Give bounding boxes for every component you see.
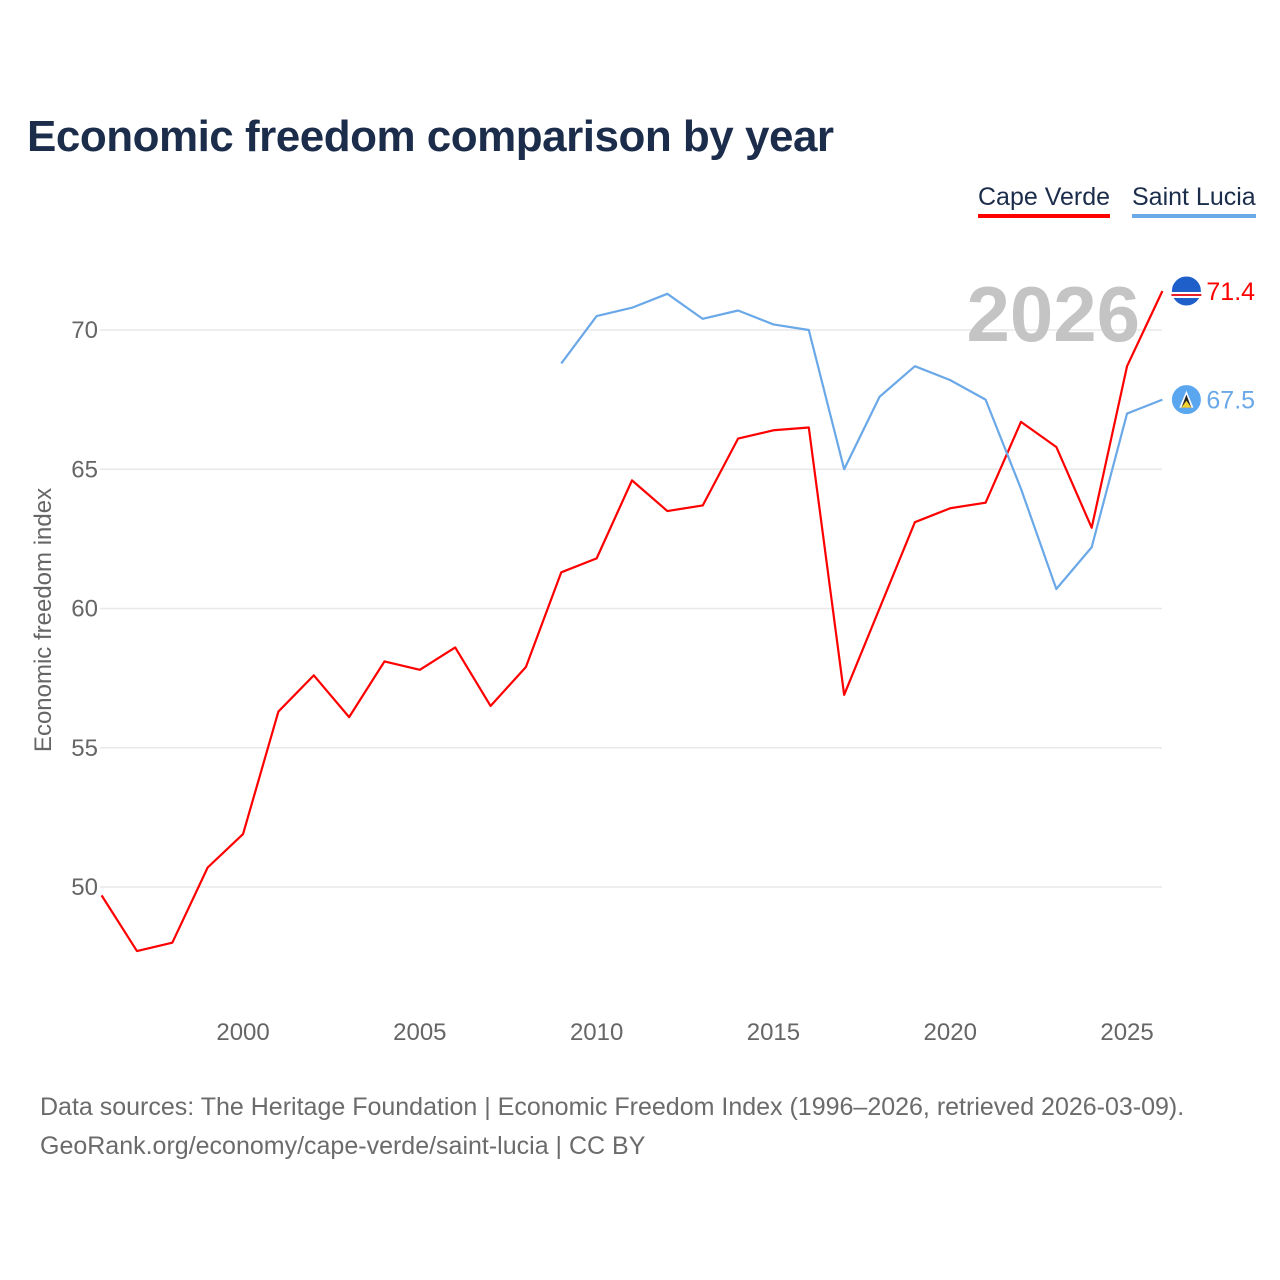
data-point (275, 709, 281, 715)
data-point (558, 360, 564, 366)
year-watermark: 2026 (966, 270, 1140, 358)
y-axis-label: Economic freedom index (30, 488, 57, 752)
series-line-cape-verde (100, 290, 1164, 953)
end-value-label: 71.4 (1206, 278, 1255, 306)
y-tick-label: 50 (71, 874, 98, 901)
data-point (346, 714, 352, 720)
data-point (841, 466, 847, 472)
data-point (1089, 544, 1095, 550)
data-point (841, 692, 847, 698)
x-tick-label: 2000 (216, 1019, 269, 1046)
data-point (770, 427, 776, 433)
data-point (1018, 419, 1024, 425)
data-point (594, 555, 600, 561)
x-tick-label: 2020 (924, 1019, 977, 1046)
data-point (735, 308, 741, 314)
data-point (877, 606, 883, 612)
data-point (452, 644, 458, 650)
data-point (558, 569, 564, 575)
data-point (99, 892, 105, 898)
data-point (629, 305, 635, 311)
data-point (983, 500, 989, 506)
data-point (205, 865, 211, 871)
data-point (664, 291, 670, 297)
x-tick-label: 2015 (747, 1019, 800, 1046)
flag-triangle (1181, 400, 1192, 408)
data-point (417, 667, 423, 673)
flag-icon-cape-verde (1170, 275, 1202, 307)
data-point (947, 505, 953, 511)
series-line-saint-lucia (560, 292, 1163, 591)
data-point (947, 377, 953, 383)
data-point (523, 664, 529, 670)
source-line-2[interactable]: GeoRank.org/economy/cape-verde/saint-luc… (40, 1132, 646, 1160)
data-point (700, 502, 706, 508)
data-point (1124, 363, 1130, 369)
data-point (1159, 288, 1165, 294)
y-tick-label: 70 (71, 317, 98, 344)
x-tick-label: 2025 (1100, 1019, 1153, 1046)
data-point (1089, 525, 1095, 531)
x-tick-label: 2010 (570, 1019, 623, 1046)
y-tick-label: 60 (71, 596, 98, 623)
y-tick-label: 65 (71, 456, 98, 483)
data-point (983, 397, 989, 403)
legend-saint-lucia[interactable]: Saint Lucia (1132, 183, 1256, 218)
data-point (629, 477, 635, 483)
data-point (1053, 586, 1059, 592)
data-point (488, 703, 494, 709)
data-point (311, 672, 317, 678)
flag-stripe (1171, 294, 1202, 297)
data-point (770, 321, 776, 327)
data-point (912, 519, 918, 525)
data-point (1053, 444, 1059, 450)
data-point (877, 394, 883, 400)
chart-title: Economic freedom comparison by year (27, 112, 834, 161)
data-point (664, 508, 670, 514)
data-point (134, 948, 140, 954)
y-tick-label: 55 (71, 735, 98, 762)
source-line-1: Data sources: The Heritage Foundation | … (40, 1093, 1185, 1121)
source-note: Data sources: The Heritage Foundation | … (40, 1088, 1184, 1166)
data-point (1124, 411, 1130, 417)
data-point (240, 831, 246, 837)
data-point (381, 658, 387, 664)
data-point (1018, 486, 1024, 492)
legend-cape-verde[interactable]: Cape Verde (978, 183, 1111, 218)
data-point (806, 424, 812, 430)
data-point (594, 313, 600, 319)
data-point (735, 436, 741, 442)
data-point (169, 940, 175, 946)
data-point (912, 363, 918, 369)
data-point (1159, 397, 1165, 403)
data-point (806, 327, 812, 333)
end-value-label: 67.5 (1206, 387, 1255, 415)
data-point (700, 316, 706, 322)
x-tick-label: 2005 (393, 1019, 446, 1046)
